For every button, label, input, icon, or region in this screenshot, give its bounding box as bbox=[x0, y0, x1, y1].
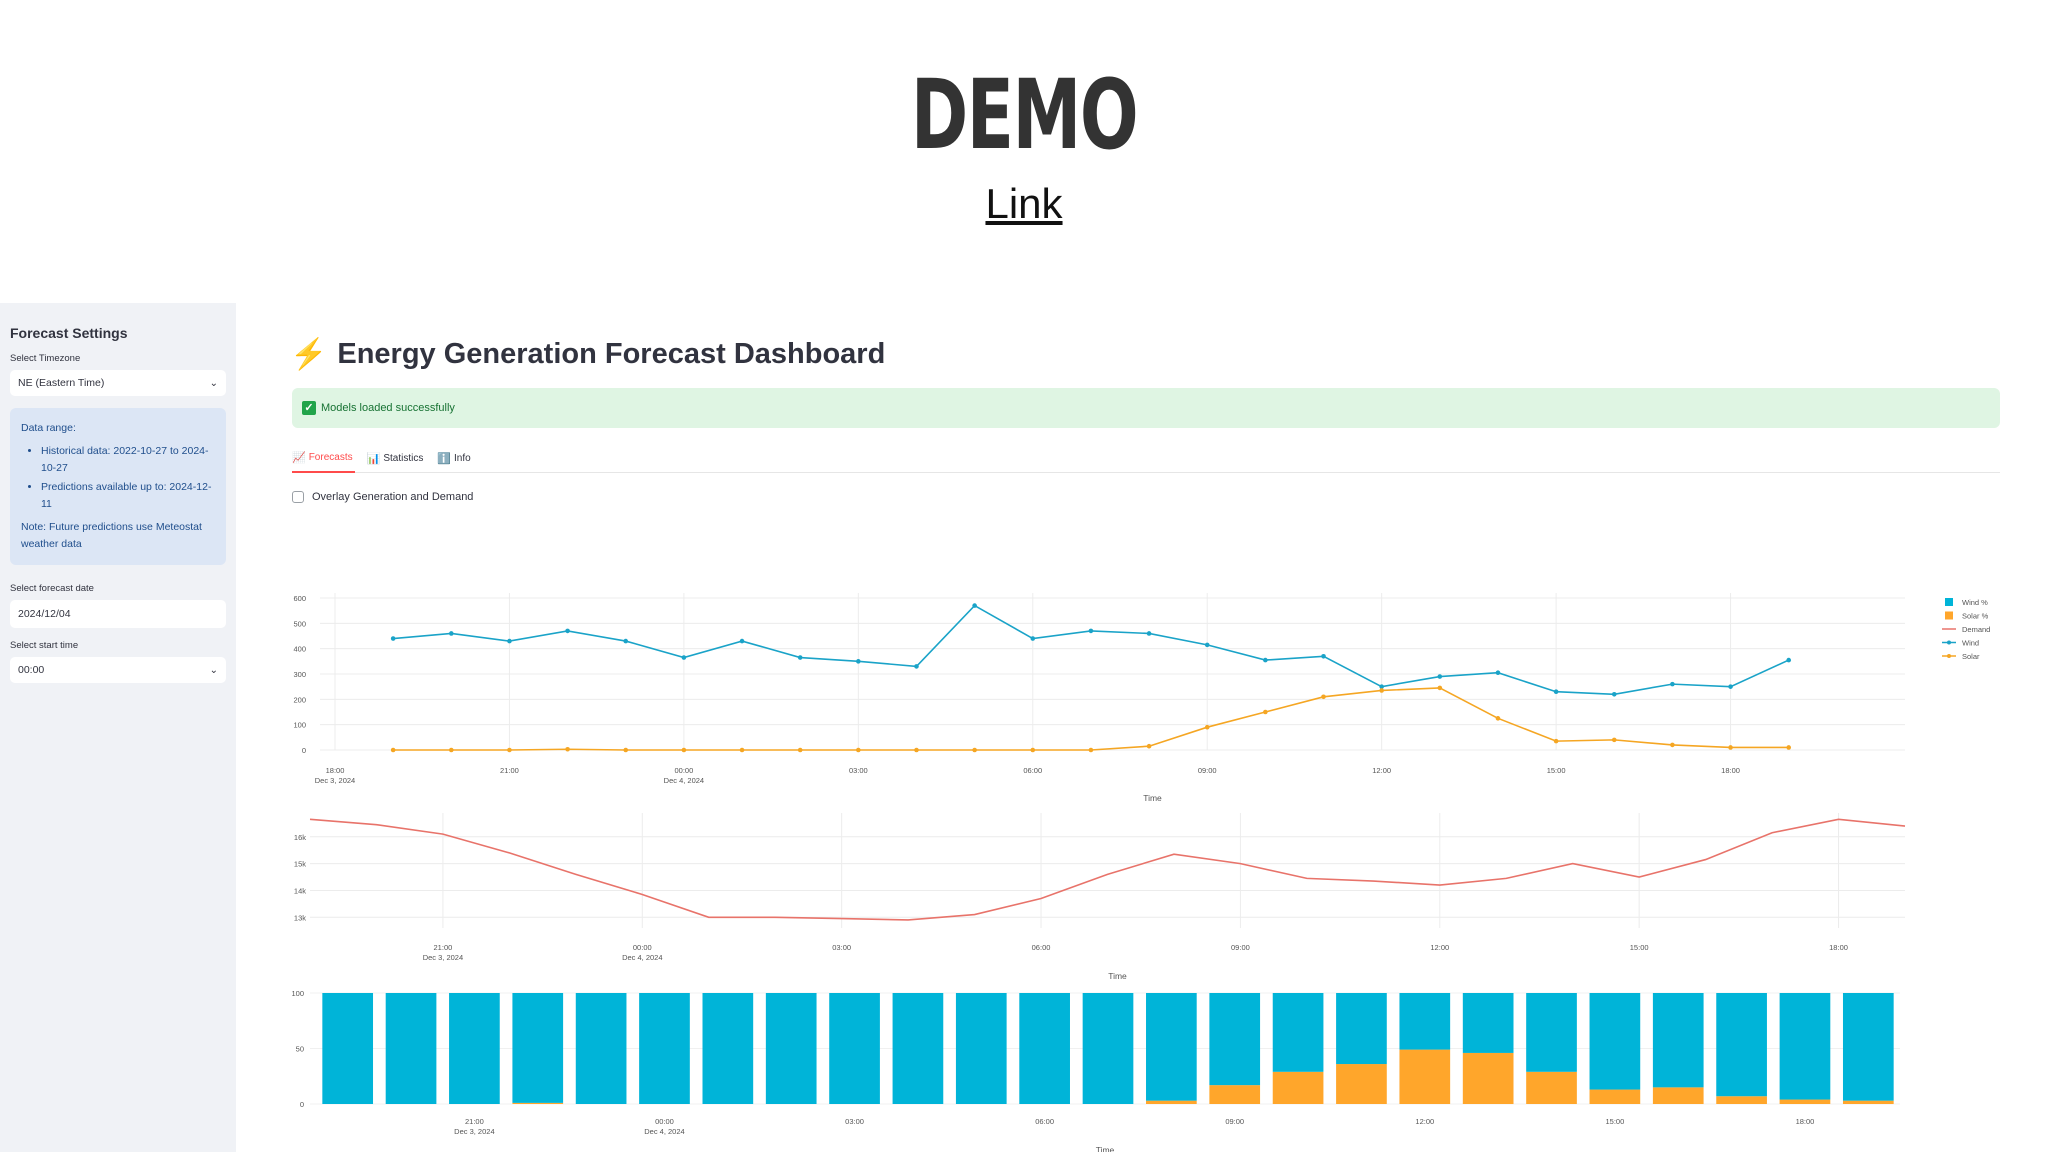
overlay-checkbox-row[interactable]: Overlay Generation and Demand bbox=[292, 491, 473, 503]
sidebar-title: Forecast Settings bbox=[10, 325, 128, 341]
sidebar: Forecast Settings Select Timezone NE (Ea… bbox=[0, 303, 236, 1152]
info-item: Predictions available up to: 2024-12-11 bbox=[41, 479, 215, 513]
date-label: Select forecast date bbox=[10, 583, 94, 594]
dashboard-app: Forecast Settings Select Timezone NE (Ea… bbox=[0, 303, 2048, 1152]
timezone-label: Select Timezone bbox=[10, 353, 81, 364]
info-item: Historical data: 2022-10-27 to 2024-10-2… bbox=[41, 443, 215, 477]
bar-chart-icon: 📊 bbox=[366, 452, 381, 465]
tab-label: Forecasts bbox=[308, 451, 353, 463]
tab-info[interactable]: ℹ️ Info bbox=[437, 443, 472, 473]
info-heading: Data range: bbox=[21, 422, 76, 434]
page-title: ⚡ Energy Generation Forecast Dashboard bbox=[290, 337, 885, 372]
tab-forecasts[interactable]: 📈 Forecasts bbox=[292, 443, 355, 473]
overlay-label: Overlay Generation and Demand bbox=[312, 491, 474, 503]
timezone-select[interactable]: NE (Eastern Time) ⌄ bbox=[10, 370, 226, 396]
chevron-down-icon: ⌄ bbox=[209, 377, 218, 389]
tab-statistics[interactable]: 📊 Statistics bbox=[367, 443, 426, 473]
tab-label: Statistics bbox=[383, 452, 424, 464]
time-label: Select start time bbox=[10, 640, 79, 651]
success-alert: ✓ Models loaded successfully bbox=[292, 388, 2000, 428]
tab-bar: 📈 Forecasts 📊 Statistics ℹ️ Info bbox=[292, 443, 2000, 473]
date-input[interactable]: 2024/12/04 bbox=[10, 600, 226, 628]
start-time-select[interactable]: 00:00 ⌄ bbox=[10, 657, 226, 683]
chart-up-icon: 📈 bbox=[292, 451, 306, 464]
lightning-icon: ⚡ bbox=[290, 338, 328, 371]
slide-link[interactable]: Link bbox=[985, 180, 1063, 227]
timezone-value: NE (Eastern Time) bbox=[18, 377, 105, 389]
tab-label: Info bbox=[454, 452, 471, 464]
check-icon: ✓ bbox=[302, 401, 316, 415]
start-time-value: 00:00 bbox=[18, 664, 45, 676]
overlay-checkbox[interactable] bbox=[292, 491, 304, 503]
slide-title: DEMO bbox=[910, 59, 1139, 171]
page-title-text: Energy Generation Forecast Dashboard bbox=[337, 338, 886, 370]
info-note: Note: Future predictions use Meteostat w… bbox=[21, 521, 202, 550]
data-range-info: Data range: Historical data: 2022-10-27 … bbox=[10, 408, 226, 565]
chevron-down-icon: ⌄ bbox=[209, 664, 218, 676]
success-text: Models loaded successfully bbox=[321, 402, 455, 414]
info-icon: ℹ️ bbox=[437, 452, 452, 465]
main-content: ⚡ Energy Generation Forecast Dashboard ✓… bbox=[290, 303, 2010, 1152]
